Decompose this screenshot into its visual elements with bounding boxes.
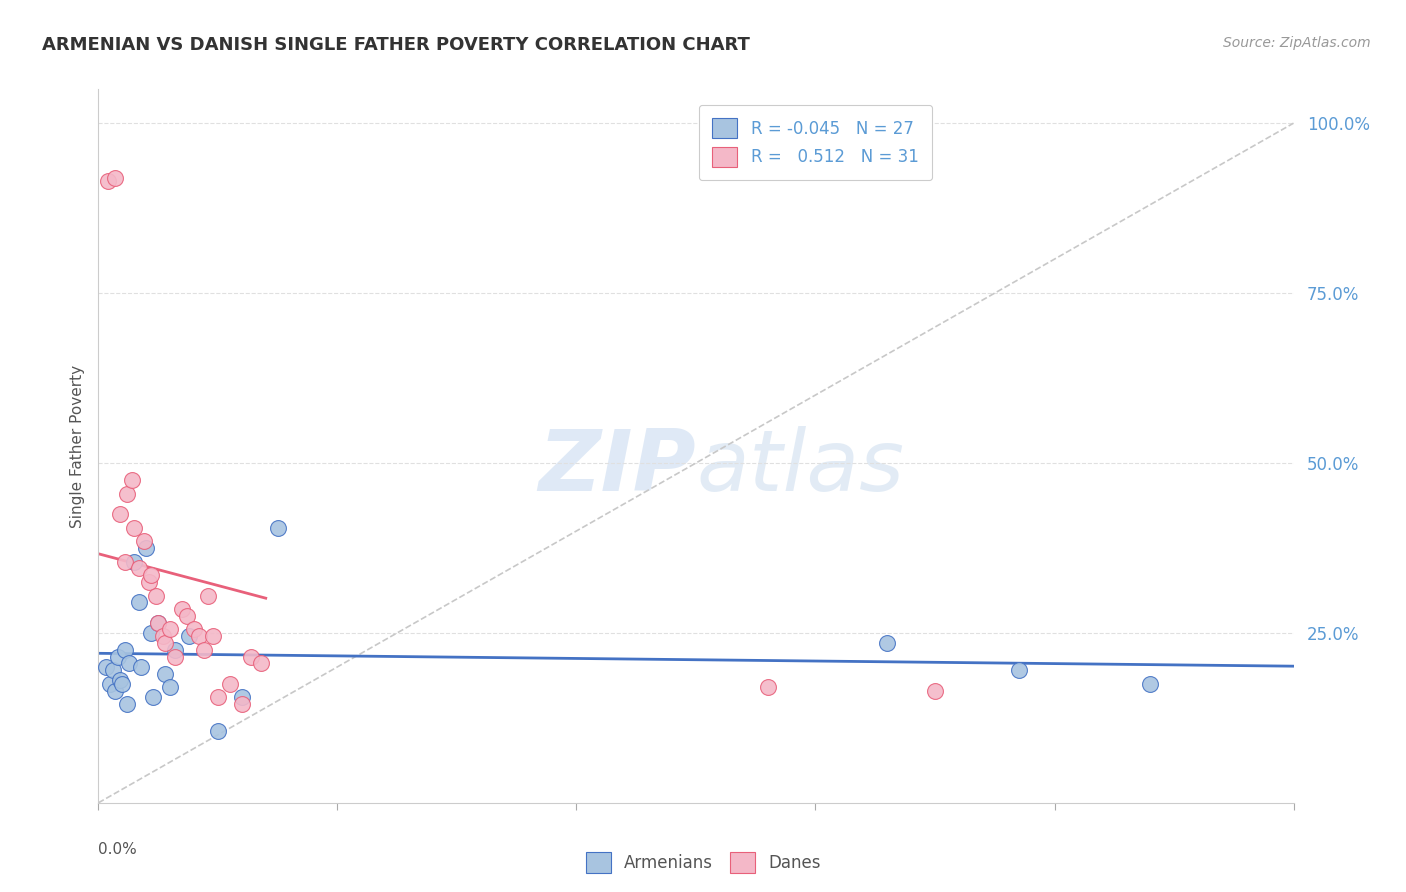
Point	[148, 615, 170, 630]
Point	[183, 623, 205, 637]
Point	[108, 507, 131, 521]
Legend: R = -0.045   N = 27, R =   0.512   N = 31: R = -0.045 N = 27, R = 0.512 N = 31	[699, 104, 932, 180]
Point	[94, 660, 117, 674]
Point	[159, 680, 181, 694]
Point	[207, 690, 229, 705]
Point	[267, 520, 290, 534]
Point	[756, 680, 779, 694]
Point	[207, 724, 229, 739]
Point	[148, 615, 170, 630]
Point	[163, 643, 186, 657]
Point	[118, 657, 141, 671]
Point	[97, 174, 120, 188]
Point	[1139, 677, 1161, 691]
Point	[152, 629, 174, 643]
Point	[132, 534, 155, 549]
Point	[202, 629, 225, 643]
Point	[115, 698, 138, 712]
Point	[250, 657, 273, 671]
Point	[104, 683, 127, 698]
Point	[197, 589, 219, 603]
Point	[124, 520, 146, 534]
Point	[104, 170, 127, 185]
Point	[145, 589, 167, 603]
Point	[1008, 663, 1031, 677]
Point	[107, 649, 129, 664]
Point	[101, 663, 124, 677]
Point	[131, 660, 153, 674]
Text: ZIP: ZIP	[538, 425, 696, 509]
Point	[219, 677, 242, 691]
Point	[240, 649, 263, 664]
Point	[179, 629, 201, 643]
Point	[187, 629, 209, 643]
Point	[128, 595, 150, 609]
Point	[172, 602, 194, 616]
Text: atlas: atlas	[696, 425, 904, 509]
Point	[139, 626, 162, 640]
Point	[231, 698, 253, 712]
Point	[155, 666, 177, 681]
Point	[876, 636, 898, 650]
Point	[98, 677, 122, 691]
Point	[115, 486, 138, 500]
Point	[111, 677, 134, 691]
Text: Source: ZipAtlas.com: Source: ZipAtlas.com	[1223, 36, 1371, 50]
Point	[142, 690, 165, 705]
Point	[128, 561, 150, 575]
Point	[159, 623, 181, 637]
Point	[108, 673, 131, 688]
Text: 0.0%: 0.0%	[98, 842, 138, 857]
Text: ARMENIAN VS DANISH SINGLE FATHER POVERTY CORRELATION CHART: ARMENIAN VS DANISH SINGLE FATHER POVERTY…	[42, 36, 749, 54]
Point	[114, 643, 136, 657]
Point	[176, 608, 198, 623]
Point	[124, 555, 146, 569]
Point	[924, 683, 946, 698]
Point	[163, 649, 186, 664]
Point	[135, 541, 157, 555]
Point	[231, 690, 253, 705]
Point	[121, 473, 143, 487]
Point	[155, 636, 177, 650]
Y-axis label: Single Father Poverty: Single Father Poverty	[69, 365, 84, 527]
Point	[138, 574, 160, 589]
Point	[139, 568, 162, 582]
Point	[114, 555, 136, 569]
Legend: Armenians, Danes: Armenians, Danes	[579, 846, 827, 880]
Point	[193, 643, 215, 657]
